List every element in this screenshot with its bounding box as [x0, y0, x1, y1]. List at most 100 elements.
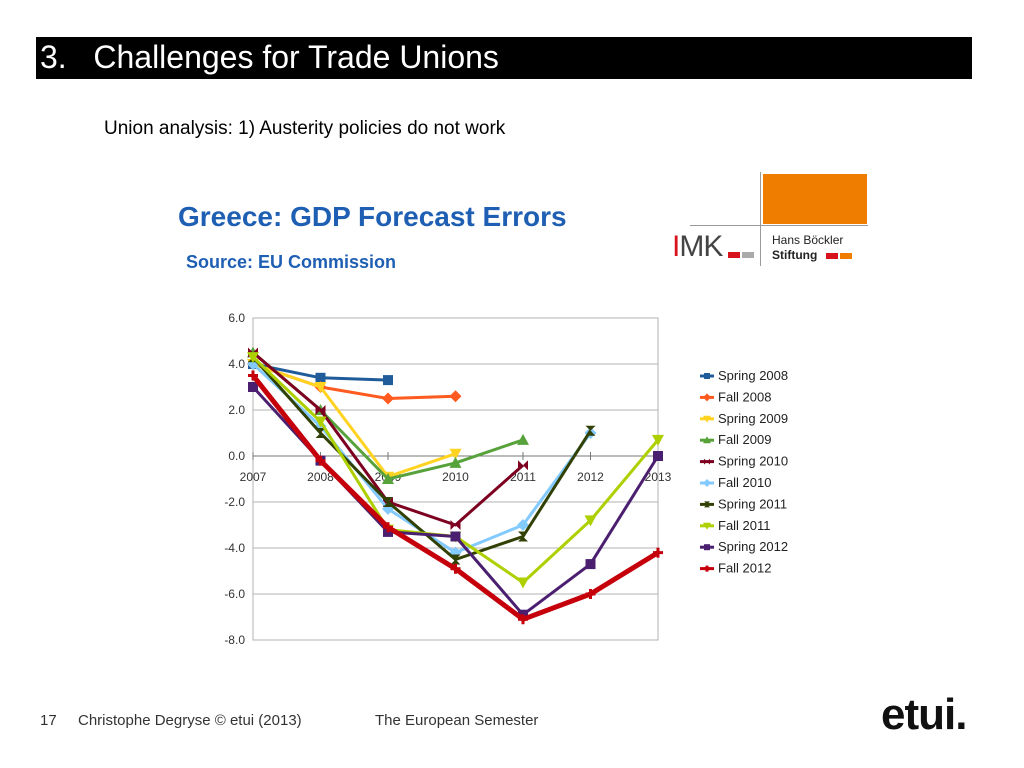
hans-boeckler-line2: Stiftung — [772, 248, 818, 262]
x-tick-label: 2011 — [510, 470, 536, 484]
data-point — [584, 515, 597, 527]
legend-label: Spring 2012 — [718, 539, 788, 554]
slide-title: 3. Challenges for Trade Unions — [40, 39, 499, 75]
legend-item: Fall 2012 — [700, 561, 771, 576]
data-point — [652, 434, 664, 446]
data-point — [450, 531, 461, 542]
legend-label: Spring 2010 — [718, 454, 788, 469]
series-fall-2012 — [248, 370, 663, 625]
data-point — [703, 522, 711, 530]
logo-divider-vertical — [760, 172, 761, 266]
legend-label: Fall 2012 — [718, 561, 771, 576]
slide-title-bar: 3. Challenges for Trade Unions — [36, 37, 972, 79]
legend-label: Spring 2011 — [718, 496, 787, 511]
gdp-forecast-chart: 6.04.02.00.0-2.0-4.0-6.0-8.0200720082009… — [224, 311, 788, 647]
series-line — [251, 356, 592, 561]
legend-item: Spring 2009 — [700, 411, 788, 426]
footer-topic: The European Semester — [375, 712, 539, 729]
data-point — [314, 382, 327, 393]
data-point — [518, 460, 528, 471]
data-point — [382, 392, 394, 405]
legend-label: Fall 2010 — [718, 475, 771, 490]
hb-orange-square — [840, 253, 852, 259]
data-point — [704, 501, 710, 508]
y-tick-label: 6.0 — [228, 311, 245, 325]
data-point — [585, 559, 596, 570]
x-tick-label: 2012 — [577, 470, 604, 484]
data-point — [382, 473, 394, 484]
data-point — [315, 455, 326, 466]
y-tick-label: 2.0 — [228, 403, 245, 417]
imk-gray-square — [742, 252, 754, 258]
imk-red-square — [728, 252, 740, 258]
hans-boeckler-line1: Hans Böckler — [772, 233, 844, 247]
y-tick-label: -2.0 — [224, 495, 245, 509]
x-tick-label: 2008 — [307, 470, 334, 484]
data-point — [703, 479, 711, 487]
plot-area — [252, 317, 659, 641]
data-point — [585, 589, 596, 599]
data-point — [315, 405, 326, 415]
legend-item: Fall 2009 — [700, 432, 771, 447]
data-point — [383, 375, 393, 386]
data-point — [704, 373, 710, 379]
footer-author: Christophe Degryse © etui (2013) — [78, 712, 302, 729]
hb-red-square — [826, 253, 838, 259]
data-point — [248, 382, 258, 392]
imk-hans-boeckler-logo: IMK Hans Böckler Stiftung — [670, 172, 870, 268]
data-point — [704, 458, 710, 465]
data-point — [383, 522, 393, 533]
figure-title: Greece: GDP Forecast Errors — [178, 201, 567, 232]
imk-wordmark: IMK — [672, 230, 723, 263]
y-tick-label: 4.0 — [228, 357, 245, 371]
data-point — [703, 415, 711, 423]
chart-series — [247, 346, 664, 625]
x-tick-label: 2007 — [240, 470, 267, 484]
data-point — [517, 519, 529, 531]
data-point — [315, 428, 326, 438]
legend-label: Fall 2009 — [718, 432, 771, 447]
y-tick-label: 0.0 — [228, 449, 245, 463]
data-point — [247, 352, 259, 364]
y-tick-label: -4.0 — [224, 541, 245, 555]
data-point — [704, 565, 710, 572]
data-point — [517, 577, 529, 589]
data-point — [450, 520, 461, 530]
data-point — [449, 448, 462, 460]
legend-item: Fall 2008 — [700, 389, 771, 404]
logo-divider-horizontal — [690, 225, 868, 226]
data-point — [315, 372, 326, 383]
data-point — [517, 433, 529, 445]
series-line — [252, 362, 456, 479]
legend-item: Spring 2008 — [700, 368, 788, 383]
data-point — [653, 451, 663, 461]
data-point — [703, 393, 711, 402]
logo-orange-block — [763, 174, 867, 224]
data-point — [585, 425, 596, 436]
page-number: 17 — [40, 712, 57, 729]
legend-item: Fall 2010 — [700, 475, 771, 490]
data-point — [248, 370, 258, 381]
chart-legend: Spring 2008 Fall 2008 Spring 2009 Fall 2009… — [700, 368, 788, 576]
data-point — [314, 416, 327, 428]
data-point — [703, 436, 711, 444]
legend-label: Fall 2011 — [718, 518, 771, 533]
data-point — [518, 614, 528, 625]
figure-source: Source: EU Commission — [186, 252, 397, 272]
x-tick-label: 2010 — [442, 470, 469, 484]
legend-label: Spring 2008 — [718, 368, 788, 383]
y-tick-label: -6.0 — [224, 587, 245, 601]
data-point — [518, 531, 528, 542]
slide-subtitle: Union analysis: 1) Austerity policies do… — [104, 118, 506, 139]
data-point — [449, 390, 462, 403]
data-point — [450, 554, 461, 565]
legend-label: Fall 2008 — [718, 389, 771, 404]
legend-item: Spring 2012 — [700, 539, 788, 554]
legend-label: Spring 2009 — [718, 411, 788, 426]
legend-item: Fall 2011 — [700, 518, 771, 533]
data-point — [704, 544, 710, 551]
legend-item: Spring 2010 — [700, 454, 788, 469]
data-point — [383, 497, 393, 507]
x-tick-label: 2013 — [645, 470, 672, 484]
etui-logo: etui. — [881, 690, 967, 739]
